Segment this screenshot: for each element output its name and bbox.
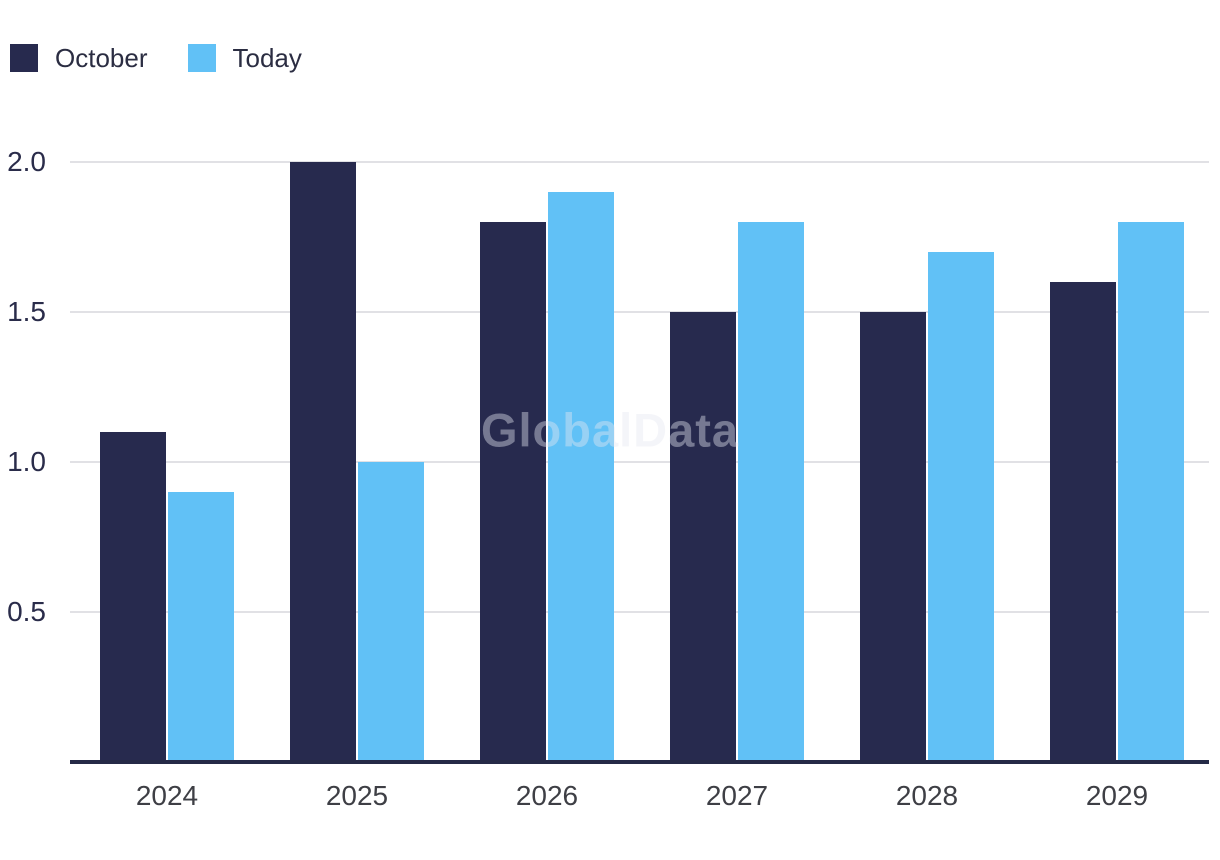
- bar-today-2026[interactable]: [548, 192, 614, 762]
- x-tick-label-2024: 2024: [135, 780, 199, 811]
- gridline-1.0: [70, 461, 1209, 463]
- gridline-0.5: [70, 611, 1209, 613]
- legend-item-today[interactable]: Today: [187, 43, 302, 73]
- bar-today-2025[interactable]: [358, 462, 424, 762]
- gridline-1.5: [70, 311, 1209, 313]
- x-axis-line: [70, 760, 1209, 764]
- x-tick-label-2028: 2028: [895, 780, 959, 811]
- gridline-2.0: [70, 161, 1209, 163]
- x-tick-label-2029: 2029: [1085, 780, 1149, 811]
- x-tick-label-2027: 2027: [705, 780, 769, 811]
- bar-october-2028[interactable]: [860, 312, 926, 762]
- x-tick-label-2025: 2025: [325, 780, 389, 811]
- legend-swatch-october: [10, 44, 38, 72]
- bar-october-2027[interactable]: [670, 312, 736, 762]
- legend-label: Today: [232, 43, 302, 73]
- legend-label: October: [55, 43, 148, 73]
- bar-october-2025[interactable]: [290, 162, 356, 762]
- y-tick-label: 1.5: [7, 296, 46, 327]
- y-tick-label: 0.5: [7, 596, 46, 627]
- bar-october-2029[interactable]: [1050, 282, 1116, 762]
- y-tick-label: 1.0: [7, 446, 46, 477]
- bar-today-2027[interactable]: [738, 222, 804, 762]
- x-tick-label-2026: 2026: [515, 780, 579, 811]
- chart-legend: October Today: [10, 44, 302, 72]
- bar-today-2028[interactable]: [928, 252, 994, 762]
- legend-item-october[interactable]: October: [10, 44, 148, 72]
- bar-today-2029[interactable]: [1118, 222, 1184, 762]
- y-tick-label: 2.0: [7, 146, 46, 177]
- bar-october-2026[interactable]: [480, 222, 546, 762]
- legend-swatch-today: [187, 44, 216, 72]
- bar-october-2024[interactable]: [100, 432, 166, 762]
- bar-today-2024[interactable]: [168, 492, 234, 762]
